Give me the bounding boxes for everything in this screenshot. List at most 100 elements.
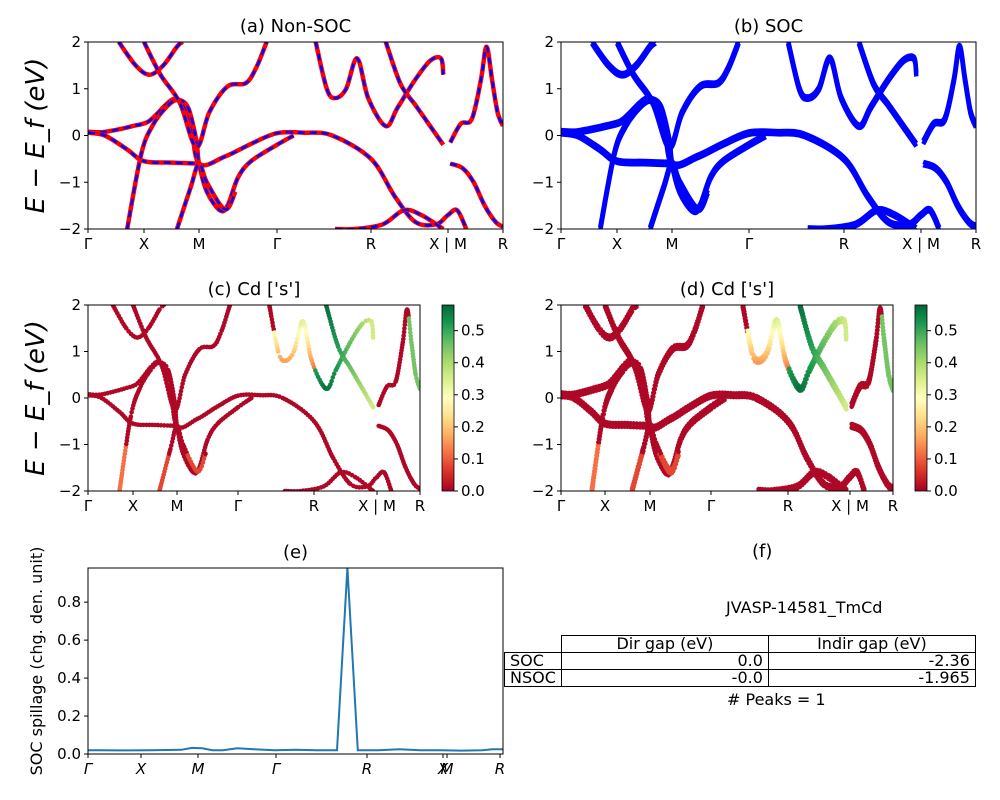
scatter-point <box>389 488 394 491</box>
scatter-point <box>407 323 412 328</box>
scatter-point <box>408 333 414 339</box>
scatter-point <box>169 443 174 448</box>
y-tick-label: −2 <box>532 482 554 500</box>
scatter-point <box>651 390 656 396</box>
scatter-point <box>417 486 420 491</box>
y-tick-label: 2 <box>71 33 81 51</box>
x-tick-label: Γ <box>272 760 282 778</box>
scatter-point <box>769 331 774 336</box>
peaks-count: # Peaks = 1 <box>727 690 826 709</box>
scatter-points-c <box>88 305 420 491</box>
panel-c: (c) Cd ['s']210−1−2Γ X M Γ R X | M R0.50.40.30… <box>21 279 485 515</box>
scatter-point <box>843 321 848 327</box>
x-tick-label: R <box>309 497 319 515</box>
x-tick-label: R <box>366 235 376 253</box>
colorbar-tick-label: 0.5 <box>934 322 958 340</box>
scatter-point <box>641 441 647 447</box>
scatter-point <box>641 445 646 450</box>
scatter-point <box>673 458 679 463</box>
scatter-point <box>200 460 206 465</box>
gap-table-header-row: Dir gap (eV) Indir gap (eV) <box>505 635 976 653</box>
soc-indir-gap: -2.36 <box>767 652 976 670</box>
y-tick-label: −1 <box>532 436 554 454</box>
y-tick-label: −1 <box>532 173 554 191</box>
x-tick-label: M <box>666 235 679 253</box>
band-line <box>175 162 237 229</box>
y-tick-label: 0.4 <box>57 669 81 687</box>
scatter-point <box>843 486 849 491</box>
y-tick-label: 0 <box>71 389 81 407</box>
scatter-point <box>331 371 337 377</box>
colorbar-tick-label: 0.5 <box>461 322 485 340</box>
x-tick-label: R <box>495 760 505 778</box>
row-label-soc: SOC <box>504 652 562 670</box>
row-label-nsoc: NSOC <box>504 669 562 687</box>
band-line <box>335 208 444 229</box>
scatter-point <box>158 423 164 428</box>
header-dir-gap: Dir gap (eV) <box>560 635 769 653</box>
scatter-point <box>178 388 184 394</box>
scatter-point <box>275 349 281 354</box>
band-line <box>647 159 710 229</box>
x-tick-label: Γ <box>84 760 94 778</box>
colorbar-d <box>914 304 928 492</box>
scatter-point <box>370 488 376 491</box>
scatter-point <box>629 305 635 311</box>
y-tick-label: 2 <box>544 33 554 51</box>
scatter-point <box>199 463 204 469</box>
scatter-point <box>129 410 134 415</box>
x-tick-label: X <box>600 497 610 515</box>
x-tick-label: Γ <box>84 497 93 515</box>
x-tick-label: X | M <box>429 235 467 253</box>
x-tick-label: R <box>888 497 898 515</box>
scatter-point <box>330 375 336 380</box>
colorbar-tick-label: 0.1 <box>934 450 958 468</box>
table-row-nsoc: NSOC -0.0 -1.965 <box>504 669 976 687</box>
band-line <box>922 159 976 227</box>
colorbar-tick-label: 0.3 <box>461 386 485 404</box>
scatter-point <box>600 412 606 418</box>
scatter-point <box>177 396 182 401</box>
scatter-point <box>123 448 128 453</box>
scatter-point <box>203 451 208 457</box>
scatter-point <box>329 378 334 384</box>
scatter-point <box>157 307 162 312</box>
scatter-point <box>676 449 681 455</box>
scatter-point <box>407 319 412 325</box>
band-line <box>383 42 446 147</box>
y-tick-label: 0.8 <box>57 593 81 611</box>
scatter-point <box>370 327 376 332</box>
scatter-point <box>636 362 642 367</box>
y-tick-label: 1 <box>544 80 554 98</box>
y-tick-label: 0.2 <box>57 707 81 725</box>
scatter-point <box>271 327 277 332</box>
scatter-point <box>881 328 886 334</box>
scatter-point <box>631 421 636 426</box>
x-tick-label: X <box>135 760 147 778</box>
x-tick-label: R <box>362 760 372 778</box>
band-line <box>921 42 976 143</box>
scatter-point <box>407 326 413 332</box>
x-tick-label: X | M <box>831 497 869 515</box>
scatter-point <box>305 336 310 342</box>
x-tick-label: X <box>139 235 149 253</box>
scatter-point <box>843 325 849 330</box>
panel-c-title: (c) Cd ['s'] <box>208 279 301 300</box>
scatter-point <box>880 324 886 330</box>
scatter-point <box>370 405 376 410</box>
x-tick-label: M <box>644 497 657 515</box>
band-line <box>614 42 741 152</box>
x-tick-label: R <box>839 235 849 253</box>
band-line <box>807 209 918 229</box>
y-tick-label: −1 <box>59 436 81 454</box>
scatter-point <box>601 408 606 413</box>
scatter-point <box>722 393 727 399</box>
material-id: JVASP-14581_TmCd <box>726 598 883 617</box>
scatter-point <box>294 336 300 342</box>
panel-f-title: (f) <box>752 541 773 562</box>
x-tick-label: X | M <box>902 235 940 253</box>
scatter-point <box>768 335 774 340</box>
scatter-point <box>370 323 375 329</box>
